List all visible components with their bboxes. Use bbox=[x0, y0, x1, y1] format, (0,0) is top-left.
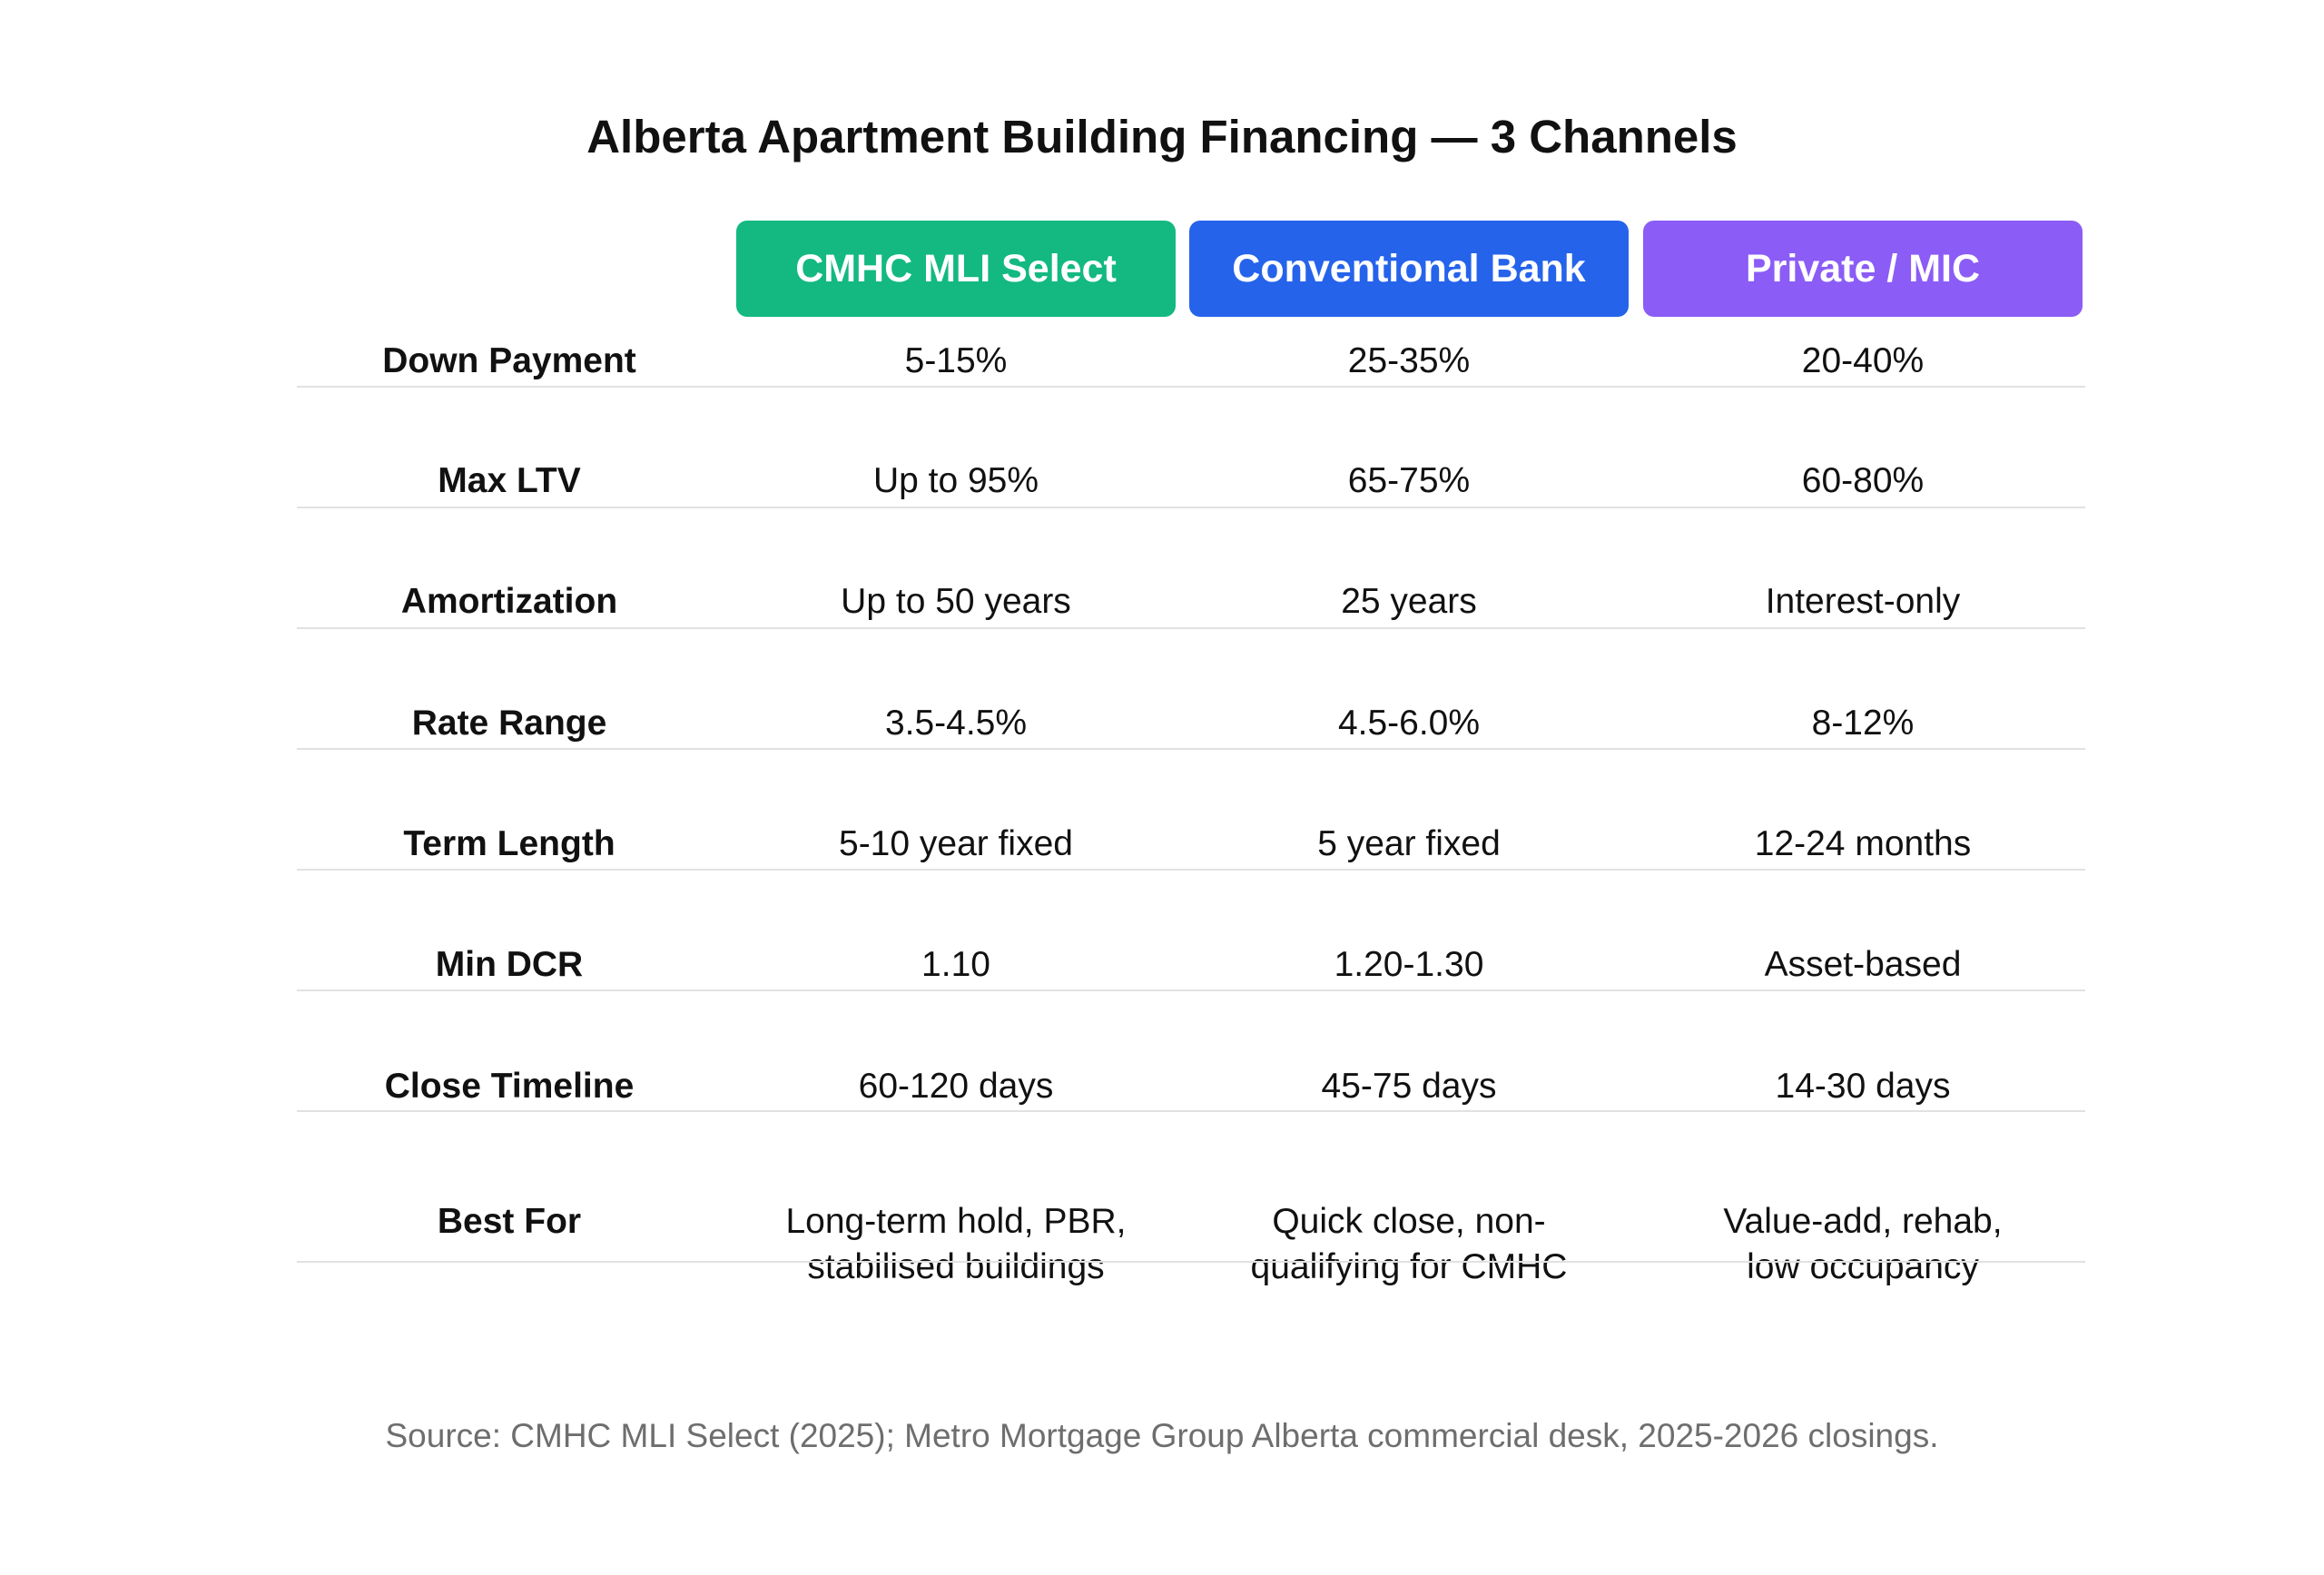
table-cell: 4.5-6.0% bbox=[1189, 701, 1629, 746]
cell-text: 60-120 days bbox=[858, 1067, 1054, 1106]
table-cell: 1.20-1.30 bbox=[1189, 942, 1629, 988]
cell-text: Long-term hold, PBR, bbox=[785, 1202, 1127, 1241]
table-cell: 8-12% bbox=[1643, 701, 2083, 746]
row-divider bbox=[297, 989, 2085, 991]
cell-text: Up to 95% bbox=[872, 461, 1039, 500]
table-cell: Asset-based bbox=[1643, 942, 2083, 988]
table-cell: Interest-only bbox=[1643, 579, 2083, 625]
row-divider bbox=[297, 386, 2085, 388]
table-cell: 5 year fixed bbox=[1189, 822, 1629, 867]
row-label-down-payment: Down Payment bbox=[382, 341, 636, 380]
table-cell: 5-10 year fixed bbox=[736, 822, 1176, 867]
cell-text: 1.20-1.30 bbox=[1334, 945, 1484, 984]
cell-text: Up to 50 years bbox=[841, 582, 1071, 621]
table-cell: Long-term hold, PBR, stabilised buildings bbox=[736, 1199, 1176, 1290]
cell-text: Asset-based bbox=[1764, 945, 1962, 984]
column-header-cmhc-mli-select: CMHC MLI Select bbox=[736, 221, 1176, 317]
table-cell: 65-75% bbox=[1189, 458, 1629, 504]
cell-text: 45-75 days bbox=[1321, 1067, 1497, 1106]
row-label-amortization: Amortization bbox=[400, 582, 618, 621]
table-cell: 14-30 days bbox=[1643, 1064, 2083, 1109]
cell-text: 5-10 year fixed bbox=[839, 824, 1073, 863]
cell-text: 12-24 months bbox=[1754, 824, 1972, 863]
cell-text: Interest-only bbox=[1765, 582, 1961, 621]
column-header-private-mic: Private / MIC bbox=[1643, 221, 2083, 317]
table-cell: 25-35% bbox=[1189, 339, 1629, 384]
table-cell: Value-add, rehab, low occupancy bbox=[1643, 1199, 2083, 1290]
cell-text: 20-40% bbox=[1801, 341, 1925, 380]
source-note: Source: CMHC MLI Select (2025); Metro Mo… bbox=[385, 1417, 1939, 1454]
row-divider bbox=[297, 627, 2085, 629]
table-cell: 3.5-4.5% bbox=[736, 701, 1176, 746]
table-cell: 20-40% bbox=[1643, 339, 2083, 384]
row-label-best-for: Best For bbox=[437, 1202, 582, 1241]
table-cell: 1.10 bbox=[736, 942, 1176, 988]
cell-text: 8-12% bbox=[1811, 704, 1915, 743]
cell-text: 3.5-4.5% bbox=[884, 704, 1028, 743]
row-divider bbox=[297, 1110, 2085, 1112]
row-label-max-ltv: Max LTV bbox=[438, 461, 581, 500]
row-label-min-dcr: Min DCR bbox=[435, 945, 584, 984]
table-cell: 60-120 days bbox=[736, 1064, 1176, 1109]
table-cell: 45-75 days bbox=[1189, 1064, 1629, 1109]
row-divider bbox=[297, 1261, 2085, 1263]
cell-text: 60-80% bbox=[1801, 461, 1925, 500]
row-divider bbox=[297, 748, 2085, 750]
cell-text: 4.5-6.0% bbox=[1337, 704, 1481, 743]
table-cell: 25 years bbox=[1189, 579, 1629, 625]
cell-text: 25-35% bbox=[1347, 341, 1471, 380]
cell-text: 65-75% bbox=[1347, 461, 1471, 500]
table-cell: Up to 50 years bbox=[736, 579, 1176, 625]
row-label-term-length: Term Length bbox=[403, 824, 615, 863]
cell-text: qualifying for CMHC bbox=[1250, 1247, 1568, 1286]
row-divider bbox=[297, 507, 2085, 508]
cell-text: 5-15% bbox=[904, 341, 1008, 380]
table-cell: 60-80% bbox=[1643, 458, 2083, 504]
cell-text: 25 years bbox=[1341, 582, 1477, 621]
table-cell: 12-24 months bbox=[1643, 822, 2083, 867]
cell-text: 5 year fixed bbox=[1317, 824, 1501, 863]
cell-text: 1.10 bbox=[921, 945, 990, 984]
column-header-conventional-bank: Conventional Bank bbox=[1189, 221, 1629, 317]
table-cell: 5-15% bbox=[736, 339, 1176, 384]
table-cell: Quick close, non-qualifying for CMHC bbox=[1189, 1199, 1629, 1290]
chart-title: Alberta Apartment Building Financing — 3… bbox=[586, 111, 1738, 162]
row-label-rate-range: Rate Range bbox=[411, 704, 607, 743]
row-label-close-timeline: Close Timeline bbox=[384, 1067, 635, 1106]
cell-text: Value-add, rehab, bbox=[1723, 1202, 2003, 1241]
cell-text: 14-30 days bbox=[1775, 1067, 1951, 1106]
cell-text: low occupancy bbox=[1747, 1247, 1979, 1286]
cell-text: stabilised buildings bbox=[807, 1247, 1105, 1286]
cell-text: Quick close, non- bbox=[1272, 1202, 1546, 1241]
table-cell: Up to 95% bbox=[736, 458, 1176, 504]
row-divider bbox=[297, 869, 2085, 871]
